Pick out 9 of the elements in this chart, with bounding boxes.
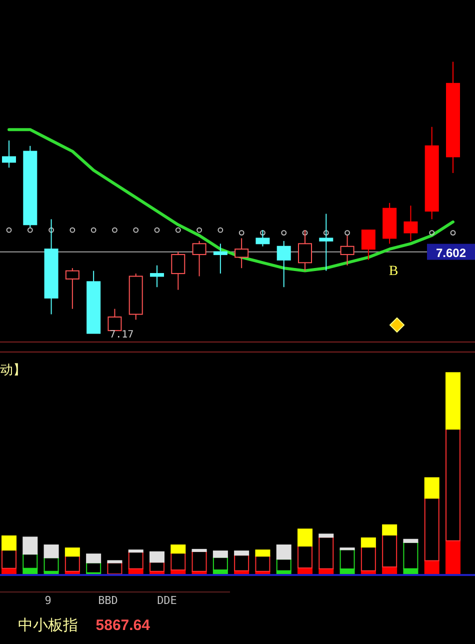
- text: 中小板指: [18, 617, 78, 634]
- text: BBD: [98, 594, 118, 607]
- text: 9: [44, 594, 52, 607]
- annotation: 7.602: [436, 246, 466, 260]
- annotation: 7.17: [110, 329, 134, 340]
- chart-title: 动】: [0, 362, 26, 377]
- text: DDE: [157, 594, 177, 607]
- annotation: B: [388, 264, 398, 279]
- text: 5867.64: [96, 617, 151, 634]
